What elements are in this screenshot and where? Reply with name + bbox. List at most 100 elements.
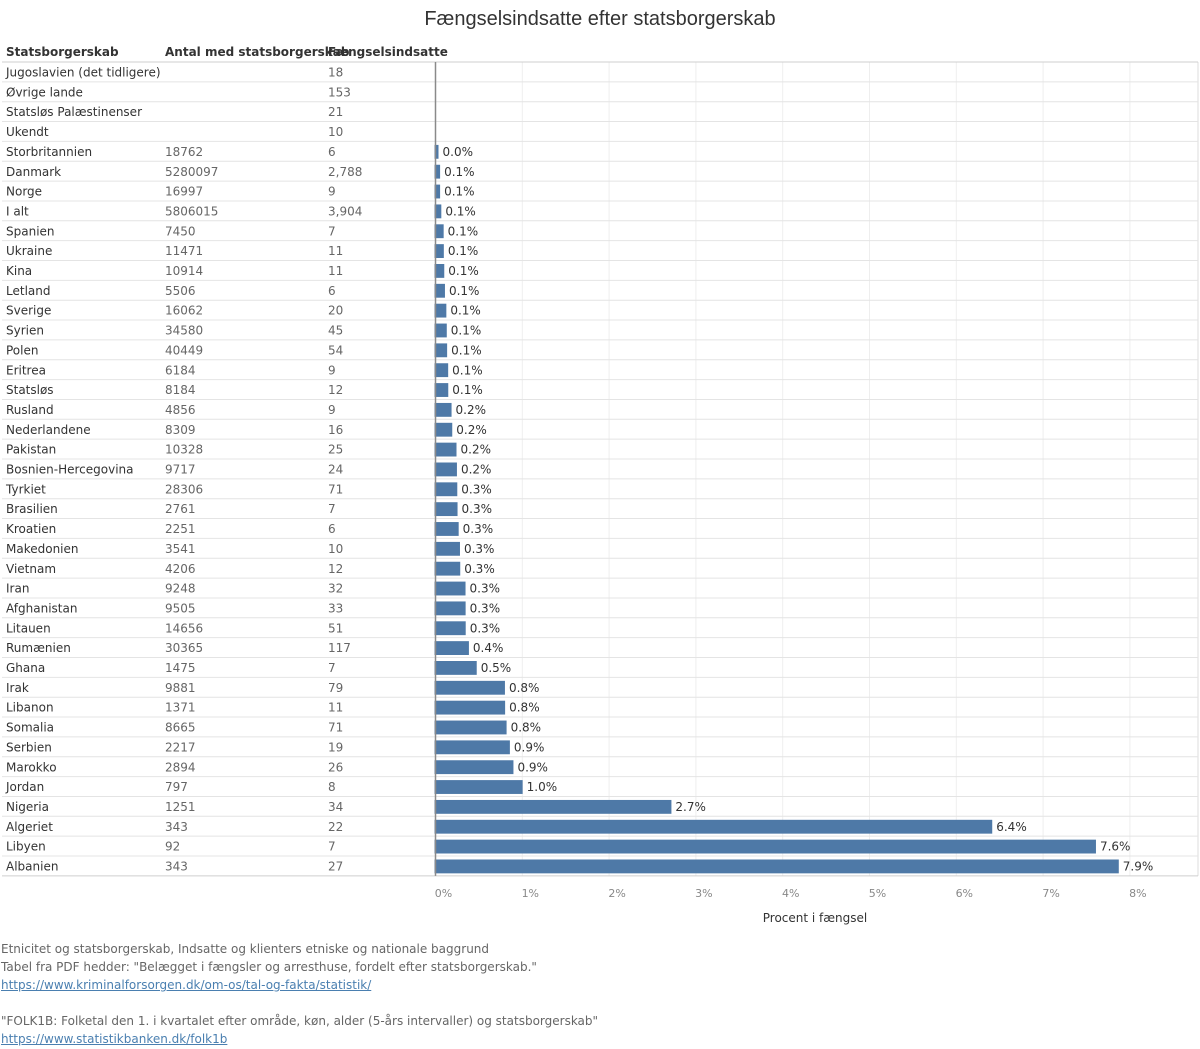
row-prisoners-value: 24 bbox=[328, 463, 343, 477]
row-country-label: Afghanistan bbox=[6, 601, 77, 615]
row-country-label: Pakistan bbox=[6, 443, 56, 457]
row-country-label: I alt bbox=[6, 204, 29, 218]
bar-data-label: 2.7% bbox=[675, 800, 706, 814]
bar bbox=[434, 144, 439, 159]
row-prisoners-value: 9 bbox=[328, 363, 336, 377]
x-tick-label: 1% bbox=[522, 887, 539, 900]
row-country-label: Bosnien-Hercegovina bbox=[6, 463, 134, 477]
column-header-prisoners: Fængselsindsatte bbox=[328, 45, 448, 59]
bar bbox=[434, 819, 993, 834]
bar bbox=[434, 482, 458, 497]
row-prisoners-value: 3,904 bbox=[328, 204, 362, 218]
bar bbox=[434, 661, 477, 675]
row-country-label: Danmark bbox=[6, 165, 61, 179]
bar-data-label: 0.8% bbox=[509, 681, 540, 695]
bar-data-label: 0.3% bbox=[464, 562, 495, 576]
row-prisoners-value: 71 bbox=[328, 721, 343, 735]
bar-data-label: 0.1% bbox=[448, 224, 479, 238]
row-prisoners-value: 8 bbox=[328, 780, 336, 794]
footer-folk1b-note: "FOLK1B: Folketal den 1. i kvartalet eft… bbox=[1, 1014, 599, 1028]
bar-data-label: 0.9% bbox=[517, 760, 548, 774]
row-population-value: 9248 bbox=[165, 582, 196, 596]
bar bbox=[434, 383, 449, 397]
row-country-label: Nigeria bbox=[6, 800, 49, 814]
bar-data-label: 0.4% bbox=[473, 641, 504, 655]
row-country-label: Ukendt bbox=[6, 125, 49, 139]
bar-data-label: 0.1% bbox=[452, 383, 483, 397]
row-population-value: 1475 bbox=[165, 661, 196, 675]
bar bbox=[434, 780, 523, 794]
row-population-value: 4206 bbox=[165, 562, 196, 576]
row-prisoners-value: 10 bbox=[328, 125, 343, 139]
row-country-label: Rusland bbox=[6, 403, 54, 417]
row-prisoners-value: 71 bbox=[328, 482, 343, 496]
row-prisoners-value: 7 bbox=[328, 840, 336, 854]
column-header-country: Statsborgerskab bbox=[6, 45, 119, 59]
x-axis-title: Procent i fængsel bbox=[763, 911, 868, 925]
row-prisoners-value: 7 bbox=[328, 224, 336, 238]
link-kriminalforsorgen[interactable]: https://www.kriminalforsorgen.dk/om-os/t… bbox=[1, 978, 372, 992]
bar bbox=[434, 760, 514, 775]
bar-data-label: 7.6% bbox=[1100, 840, 1131, 854]
row-population-value: 1251 bbox=[165, 800, 196, 814]
row-population-value: 9881 bbox=[165, 681, 196, 695]
row-country-label: Jugoslavien (det tidligere) bbox=[5, 66, 161, 80]
bar-data-label: 0.3% bbox=[470, 621, 501, 635]
bar-data-label: 0.1% bbox=[452, 363, 483, 377]
row-population-value: 30365 bbox=[165, 641, 203, 655]
row-population-value: 2217 bbox=[165, 740, 196, 754]
row-population-value: 16062 bbox=[165, 304, 203, 318]
bar bbox=[434, 680, 505, 695]
row-population-value: 8309 bbox=[165, 423, 196, 437]
bar-data-label: 0.8% bbox=[509, 701, 540, 715]
row-prisoners-value: 20 bbox=[328, 304, 343, 318]
row-prisoners-value: 16 bbox=[328, 423, 343, 437]
row-population-value: 343 bbox=[165, 860, 188, 874]
bar-data-label: 0.9% bbox=[514, 740, 545, 754]
bar bbox=[434, 561, 461, 576]
row-prisoners-value: 11 bbox=[328, 264, 343, 278]
row-country-label: Statsløs Palæstinenser bbox=[6, 105, 142, 119]
row-country-label: Kina bbox=[6, 264, 32, 278]
bar bbox=[434, 303, 447, 318]
row-country-label: Marokko bbox=[6, 760, 57, 774]
row-population-value: 16997 bbox=[165, 185, 203, 199]
row-country-label: Jordan bbox=[5, 780, 44, 794]
row-prisoners-value: 11 bbox=[328, 701, 343, 715]
bar bbox=[434, 204, 442, 219]
row-prisoners-value: 10 bbox=[328, 542, 343, 556]
bar bbox=[434, 641, 469, 655]
row-country-label: Statsløs bbox=[6, 383, 54, 397]
row-prisoners-value: 12 bbox=[328, 562, 343, 576]
x-tick-label: 5% bbox=[869, 887, 886, 900]
row-prisoners-value: 79 bbox=[328, 681, 343, 695]
row-population-value: 8665 bbox=[165, 721, 196, 735]
bar-data-label: 0.1% bbox=[449, 284, 480, 298]
bar bbox=[434, 442, 457, 457]
row-prisoners-value: 21 bbox=[328, 105, 343, 119]
row-country-label: Ghana bbox=[6, 661, 45, 675]
row-country-label: Somalia bbox=[6, 721, 54, 735]
footer-table-note: Tabel fra PDF hedder: "Belægget i fængsl… bbox=[1, 960, 537, 974]
row-country-label: Litauen bbox=[6, 621, 51, 635]
bar-data-label: 0.0% bbox=[443, 145, 474, 159]
bar bbox=[434, 621, 466, 636]
row-country-label: Spanien bbox=[6, 224, 55, 238]
row-population-value: 18762 bbox=[165, 145, 203, 159]
row-prisoners-value: 12 bbox=[328, 383, 343, 397]
bar-data-label: 0.3% bbox=[461, 482, 492, 496]
bar-data-label: 1.0% bbox=[527, 780, 558, 794]
bar bbox=[434, 462, 457, 477]
row-prisoners-value: 19 bbox=[328, 740, 343, 754]
row-prisoners-value: 6 bbox=[328, 284, 336, 298]
row-prisoners-value: 33 bbox=[328, 601, 343, 615]
bar bbox=[434, 522, 459, 536]
row-prisoners-value: 7 bbox=[328, 661, 336, 675]
bar bbox=[434, 184, 441, 199]
x-tick-label: 8% bbox=[1129, 887, 1146, 900]
row-country-label: Irak bbox=[6, 681, 29, 695]
row-country-label: Kroatien bbox=[6, 522, 56, 536]
row-population-value: 10914 bbox=[165, 264, 203, 278]
link-statistikbanken[interactable]: https://www.statistikbanken.dk/folk1b bbox=[1, 1032, 228, 1046]
row-population-value: 92 bbox=[165, 840, 180, 854]
